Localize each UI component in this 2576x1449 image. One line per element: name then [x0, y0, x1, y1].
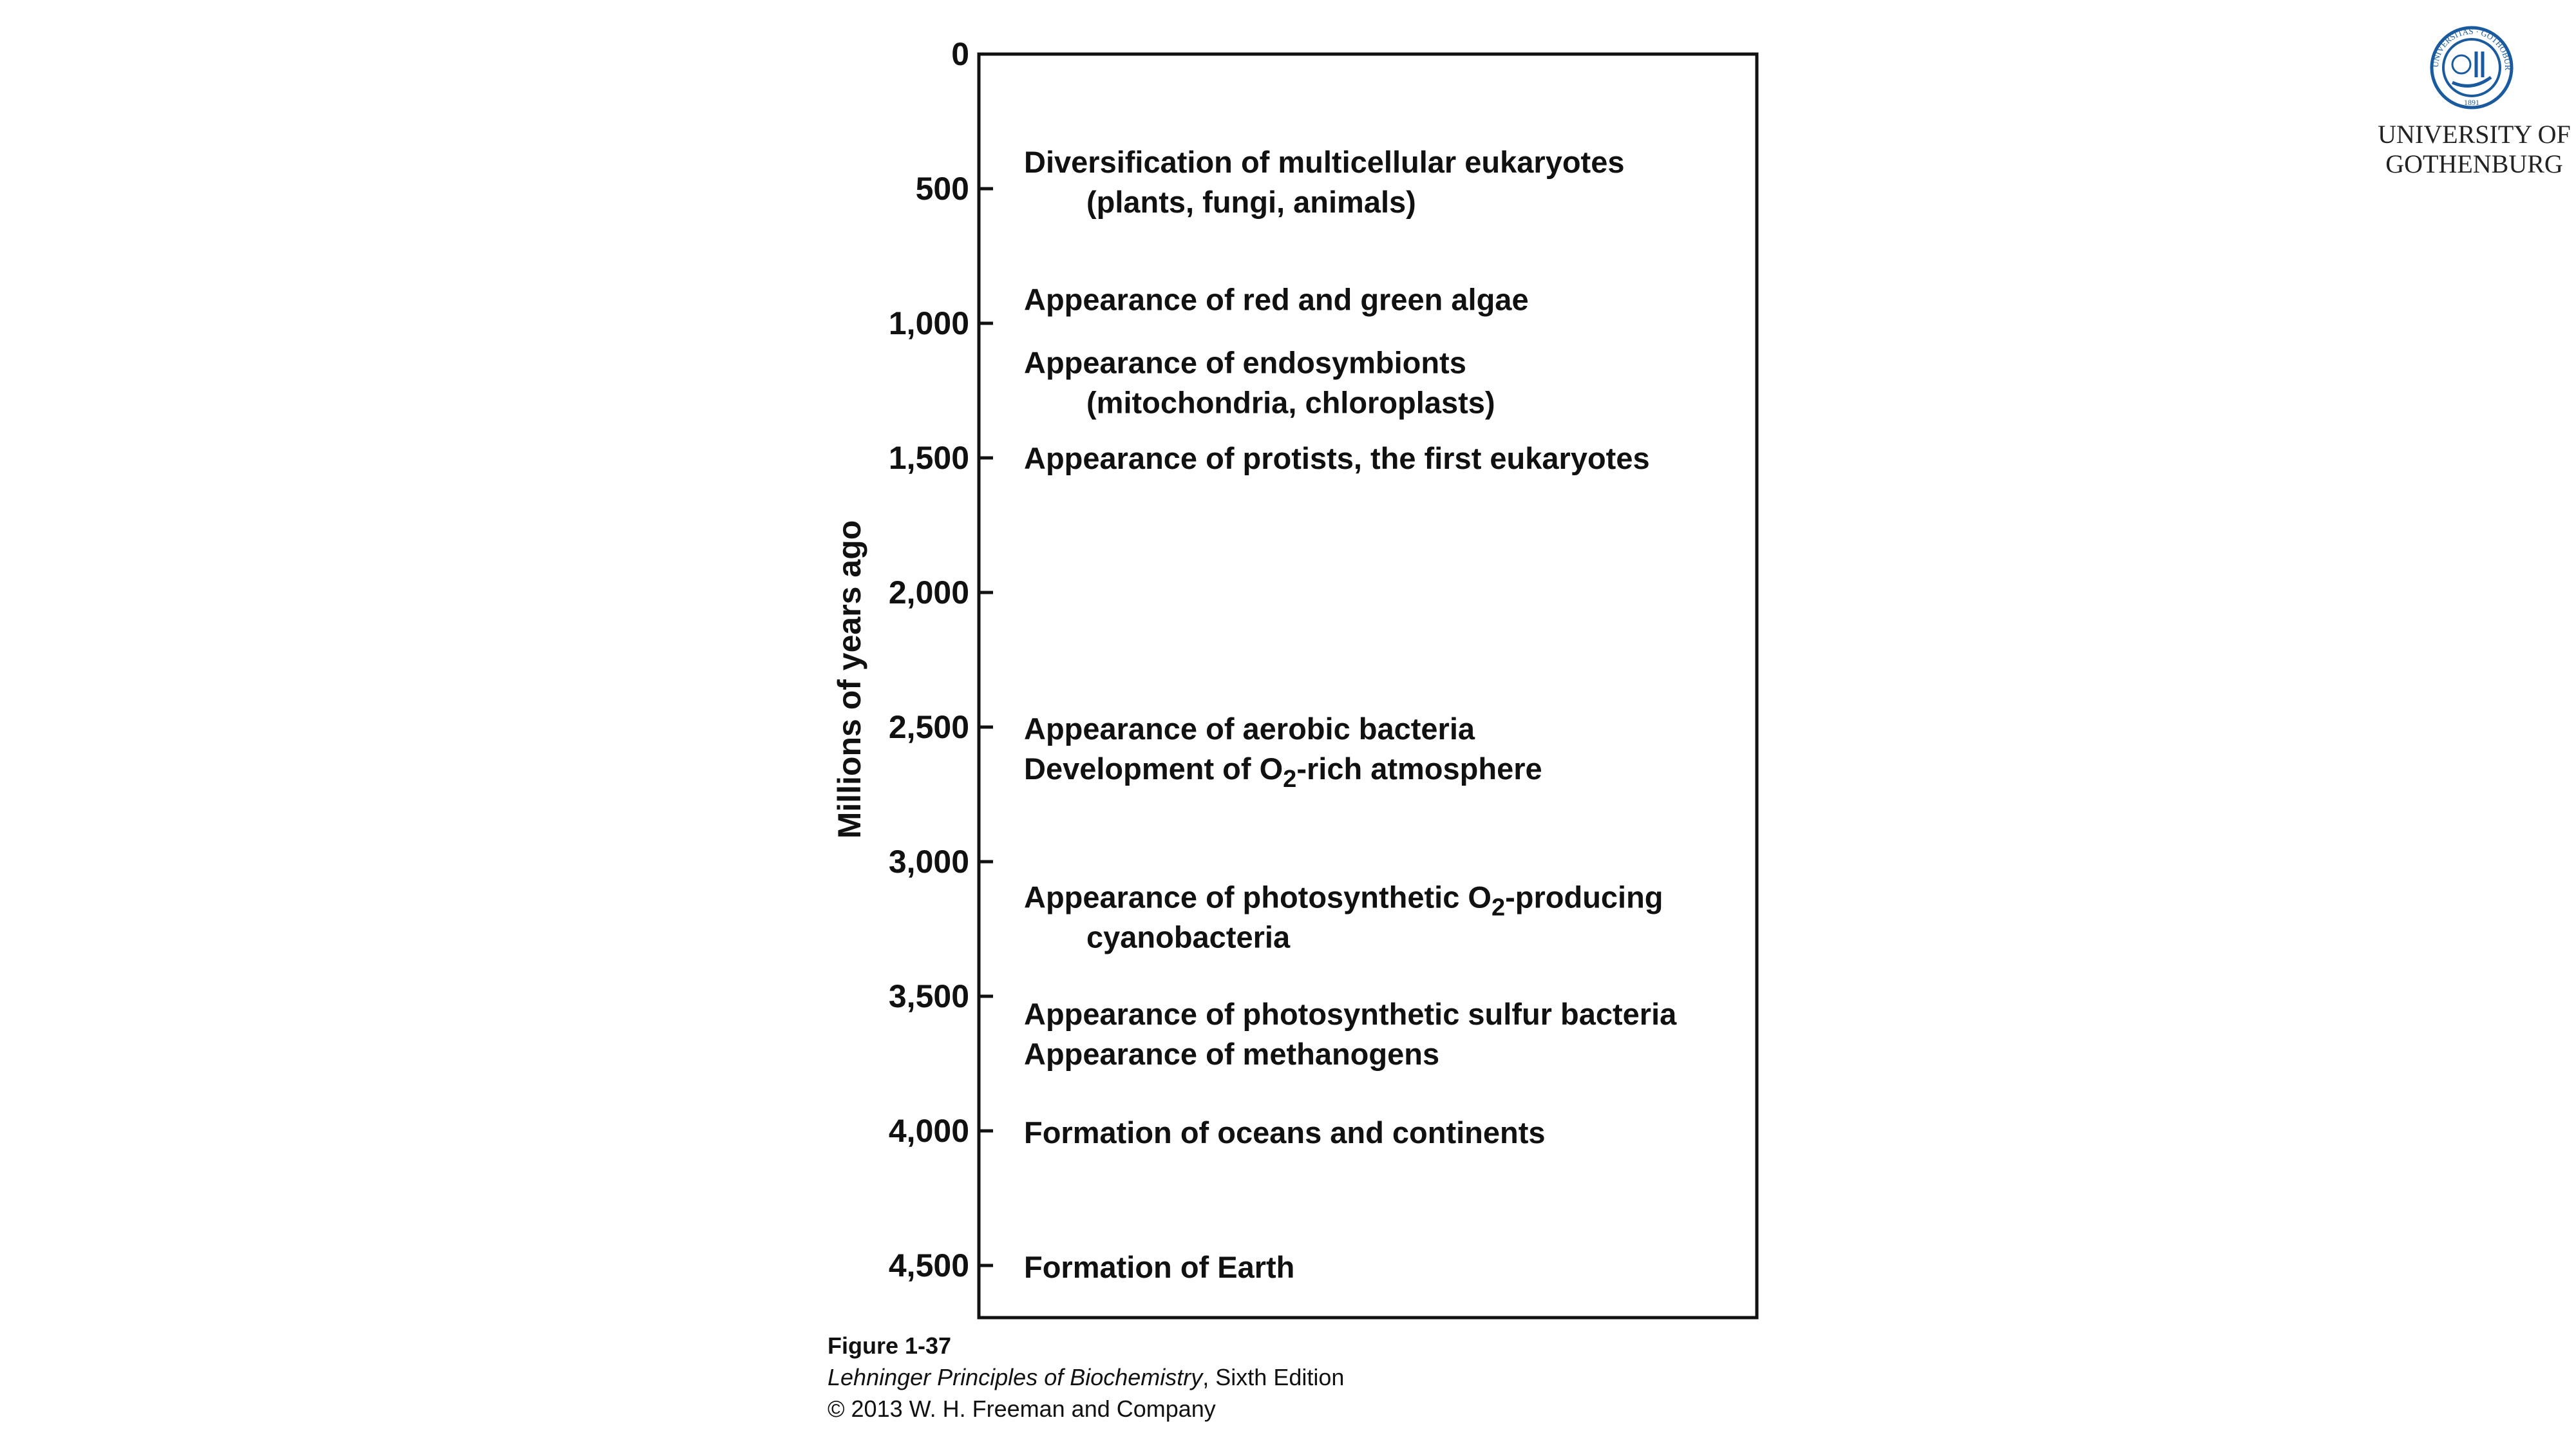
- event-label-line: Appearance of endosymbionts: [1024, 346, 1466, 380]
- event-label-line: Appearance of photosynthetic sulfur bact…: [1024, 997, 1677, 1031]
- svg-text:UNIVERSITAS · GOTHOBURGENSIS ·: UNIVERSITAS · GOTHOBURGENSIS ·: [0, 0, 2513, 71]
- y-tick-label: 500: [916, 171, 969, 207]
- y-tick-label: 2,000: [889, 574, 969, 611]
- event-label-line: Appearance of photosynthetic O2-producin…: [1024, 880, 1663, 921]
- logo-text-line1: UNIVERSITY OF: [2378, 120, 2571, 149]
- event-label-line: Formation of Earth: [1024, 1250, 1294, 1284]
- event-label-line: cyanobacteria: [1086, 920, 1291, 954]
- timeline-event: Appearance of red and green algae: [1024, 282, 1529, 316]
- y-tick-label: 4,000: [889, 1113, 969, 1149]
- event-label-line: Formation of oceans and continents: [1024, 1115, 1546, 1150]
- event-label-line: (plants, fungi, animals): [1086, 185, 1416, 219]
- y-tick-label: 0: [951, 36, 969, 72]
- event-label-line: Appearance of methanogens: [1024, 1037, 1439, 1071]
- y-tick-label: 2,500: [889, 709, 969, 745]
- event-label-line: Appearance of aerobic bacteria: [1024, 712, 1475, 746]
- y-tick-label: 4,500: [889, 1247, 969, 1283]
- y-tick-label: 1,000: [889, 305, 969, 341]
- logo-text-line2: GOTHENBURG: [2385, 149, 2563, 178]
- figure-caption: Figure 1-37 Lehninger Principles of Bioc…: [828, 1332, 1344, 1422]
- caption-book: Lehninger Principles of Biochemistry, Si…: [828, 1364, 1344, 1390]
- event-label-line: Appearance of protists, the first eukary…: [1024, 441, 1650, 475]
- timeline-event: Appearance of aerobic bacteria Developmen…: [1024, 712, 1542, 793]
- timeline-event: Appearance of protists, the first eukary…: [1024, 441, 1650, 475]
- timeline-event: Formation of oceans and continents: [1024, 1115, 1546, 1150]
- timeline-event: Appearance of endosymbionts (mitochondria…: [1024, 346, 1495, 420]
- timeline-frame: [977, 52, 1759, 1320]
- event-label-line: Diversification of multicellular eukaryo…: [1024, 145, 1624, 179]
- y-tick-label: 1,500: [889, 440, 969, 476]
- y-axis-label: Millions of years ago: [831, 520, 867, 839]
- timeline-event: Appearance of photosynthetic O2-producin…: [1024, 880, 1663, 954]
- caption-copyright: © 2013 W. H. Freeman and Company: [828, 1396, 1216, 1422]
- svg-text:1891: 1891: [2464, 98, 2479, 107]
- timeline-event: Appearance of photosynthetic sulfur bact…: [1024, 997, 1677, 1071]
- event-label-line: Development of O2-rich atmosphere: [1024, 752, 1542, 793]
- event-label-line: (mitochondria, chloroplasts): [1086, 386, 1495, 420]
- timeline-event: Formation of Earth: [1024, 1250, 1294, 1284]
- caption-figure-number: Figure 1-37: [828, 1332, 951, 1359]
- event-label-line: Appearance of red and green algae: [1024, 282, 1529, 316]
- y-tick-label: 3,000: [889, 844, 969, 880]
- timeline-event: Diversification of multicellular eukaryo…: [1024, 145, 1624, 219]
- y-tick-label: 3,500: [889, 978, 969, 1014]
